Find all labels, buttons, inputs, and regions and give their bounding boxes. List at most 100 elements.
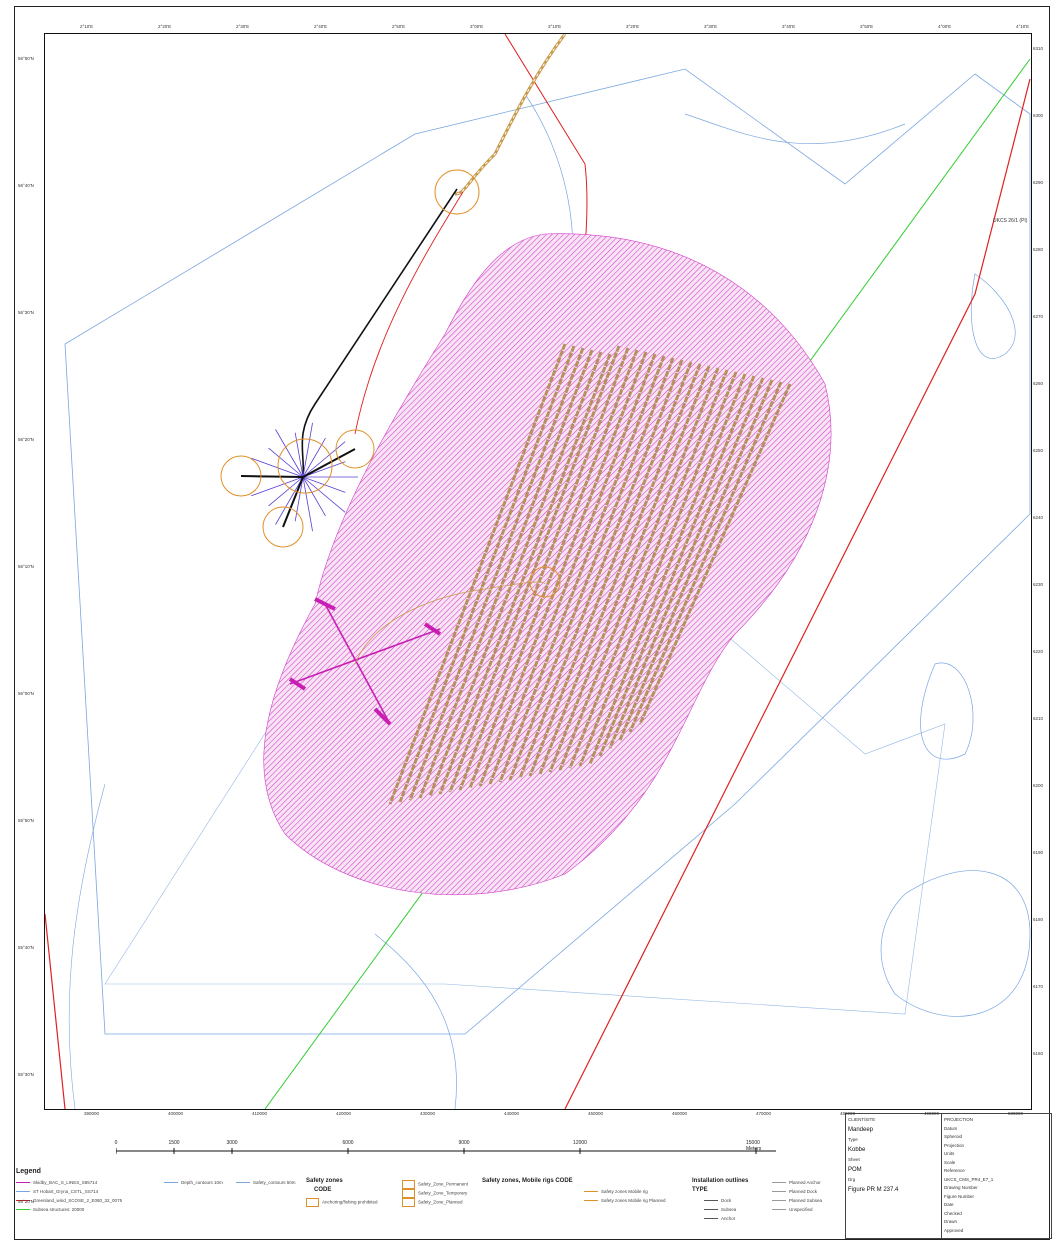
rig-anchor-line — [251, 476, 304, 497]
legend-heading: Installation outlines — [692, 1178, 749, 1184]
left-tick-label: 56°50'N — [18, 56, 34, 61]
title-block-field: Mandeep — [848, 1127, 874, 1133]
right-tick-label: 6270 — [1033, 314, 1044, 319]
left-tick-label: 55°30'N — [18, 1072, 34, 1077]
legend-entry: ST Hobart_Gryna_CSTL_SS714 — [16, 1189, 98, 1194]
array-row-line — [418, 349, 594, 799]
top-tick-label: 3°00'E — [470, 24, 484, 29]
left-tick-label: 56°10'N — [18, 564, 34, 569]
title-block-field: UKCS_CMS_PR4_E7_1 — [944, 1176, 994, 1182]
legend-entry: Depth_contours 10m — [164, 1180, 223, 1185]
top-tick-label: 3°10'E — [548, 24, 562, 29]
title-block-field: Drawn — [944, 1219, 958, 1224]
rig-anchor-line — [302, 476, 313, 532]
rig-anchor-line — [302, 461, 346, 478]
title-block-left: CLIENT/SITE Mandeep Type Kobbe Sheet POM Drg Fi… — [846, 1114, 942, 1238]
depth-contour — [68, 783, 106, 1109]
array-row-line — [518, 359, 684, 779]
rig-anchor-line — [302, 441, 346, 478]
array-row-line — [408, 347, 585, 801]
title-block-field: Kobbe — [848, 1147, 866, 1153]
legend-entry: Subsea — [704, 1207, 736, 1212]
bottom-tick-label: 440000 — [504, 1111, 520, 1116]
legend-entry: Anchor — [704, 1216, 735, 1221]
array-row-line — [498, 355, 666, 783]
connector-line — [354, 581, 546, 665]
rig-anchor-line — [302, 476, 326, 517]
infield-cable — [240, 475, 304, 478]
rig-anchor-line — [302, 422, 313, 478]
depth-contour — [970, 273, 1016, 359]
rig-anchor-line — [294, 476, 304, 522]
pipeline-red-right — [564, 78, 1031, 1109]
rig-anchor-line — [268, 447, 304, 478]
depth-contour — [684, 113, 906, 145]
array-row-line — [638, 383, 792, 725]
title-block-field: Drawing Number — [944, 1185, 978, 1190]
top-tick-label: 2°50'E — [392, 24, 406, 29]
top-tick-label: 4°00'E — [938, 24, 952, 29]
legend-entry: Planned Anchor — [772, 1180, 821, 1185]
map-svg: UKCS 26/1 (PI) — [45, 34, 1031, 1109]
bottom-tick-label: 490000 — [924, 1111, 940, 1116]
title-block-field: Units — [944, 1151, 955, 1156]
title-block-field: Reference — [944, 1168, 965, 1173]
depth-contour — [880, 870, 1031, 1017]
legend-entry: Planned Dock — [772, 1189, 817, 1194]
title-block-field: Datum — [944, 1125, 958, 1131]
array-row-line — [438, 353, 612, 795]
rig-anchor-line — [268, 476, 304, 507]
right-tick-label: 6190 — [1033, 850, 1044, 855]
right-tick-label: 6220 — [1033, 649, 1044, 654]
pipeline-orange — [454, 34, 567, 196]
rig-magenta — [288, 597, 442, 726]
pipeline-red-left — [45, 913, 66, 1109]
title-block-field: Date — [944, 1202, 954, 1207]
legend-title: Legend — [16, 1168, 41, 1175]
top-tick-label: 3°20'E — [626, 24, 640, 29]
array-row-line — [628, 381, 783, 733]
title-block-field: Type — [848, 1137, 858, 1142]
right-tick-label: 6250 — [1033, 448, 1044, 453]
legend-subheading: TYPE — [692, 1187, 708, 1193]
left-tick-label: 56°40'N — [18, 183, 34, 188]
safety-zone-pink — [263, 233, 832, 896]
scale-label: 1500 — [168, 1140, 180, 1146]
array-row-line — [578, 371, 738, 767]
rig-purple — [240, 422, 358, 532]
array-row-line — [548, 365, 711, 773]
left-tick-label: 55°40'N — [18, 945, 34, 950]
bottom-tick-label: 480000 — [840, 1111, 856, 1116]
legend-swatch — [16, 1182, 30, 1184]
map-canvas[interactable]: UKCS 26/1 (PI) — [44, 33, 1032, 1110]
pipeline-orange-dash — [454, 34, 566, 195]
array-row-line — [448, 345, 621, 793]
bottom-tick-label: 430000 — [420, 1111, 436, 1116]
block-label: UKCS 26/1 (PI) — [993, 218, 1028, 224]
right-tick-label: 6260 — [1033, 381, 1044, 386]
turbine-array — [388, 343, 792, 805]
top-tick-label: 3°40'E — [782, 24, 796, 29]
right-tick-label: 6300 — [1033, 113, 1044, 118]
bottom-tick-label: 420000 — [336, 1111, 352, 1116]
array-row-line — [458, 347, 630, 791]
scale-label: 9000 — [458, 1140, 470, 1146]
title-block-field: Projection — [944, 1142, 965, 1148]
title-block-field: PROJECTION — [944, 1117, 974, 1122]
array-row-line — [568, 369, 729, 769]
scale-label: 3000 — [226, 1140, 238, 1146]
array-row-line — [598, 375, 756, 757]
top-tick-label: 2°30'E — [236, 24, 250, 29]
legend: Legend Skidby_BAC_S_LINES_S85714 ST Hobar… — [14, 1168, 844, 1238]
legend-subheading: CODE — [314, 1187, 332, 1193]
right-tick-label: 6170 — [1033, 984, 1044, 989]
bottom-tick-label: 390000 — [84, 1111, 100, 1116]
title-block-field: Drg — [848, 1177, 856, 1182]
title-block-right: PROJECTION Datum Spheroid Projection Units Sc… — [942, 1114, 1050, 1238]
legend-entry: Unspecified — [772, 1207, 813, 1212]
array-row-line — [488, 353, 657, 785]
array-row-line — [508, 357, 675, 781]
legend-heading: Safety zones, Mobile rigs CODE — [482, 1178, 573, 1184]
array-row-line — [528, 361, 693, 777]
